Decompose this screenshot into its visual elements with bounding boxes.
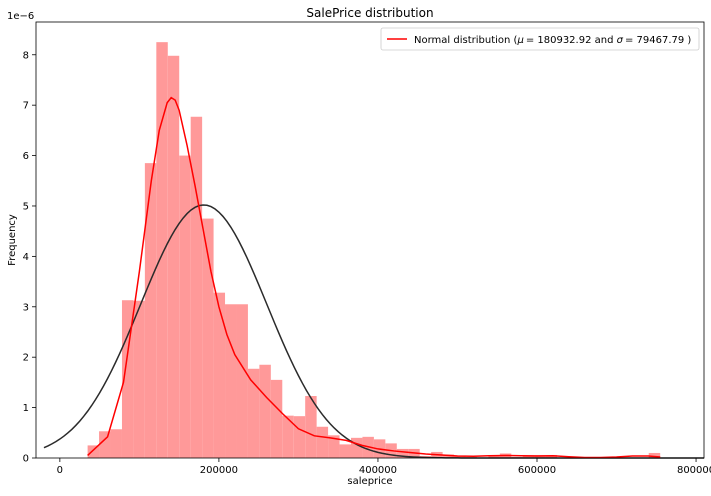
legend-eq1: = — [526, 35, 538, 46]
legend-mid: and — [591, 35, 616, 46]
histogram-bar — [167, 55, 180, 459]
y-tick-label: 8 — [23, 50, 29, 61]
legend-sigma-symbol: σ — [617, 35, 624, 46]
y-tick-label: 5 — [23, 201, 29, 212]
histogram-bar — [202, 218, 214, 458]
legend-sigma-value: 79467.79 — [637, 35, 685, 46]
legend-suffix: ) — [684, 35, 691, 46]
histogram-bar — [247, 368, 260, 458]
legend-eq2: = — [625, 35, 637, 46]
histogram-bar — [270, 379, 283, 458]
axes — [35, 21, 705, 459]
histogram-bar — [236, 304, 248, 458]
histogram-bar — [305, 396, 317, 458]
histogram-bar — [648, 452, 661, 458]
histogram-bar — [442, 454, 455, 458]
plot-frame — [35, 21, 705, 459]
y-tick-label: 4 — [23, 252, 29, 263]
legend-box — [380, 27, 700, 51]
histogram-bar — [396, 448, 409, 458]
histogram-bar — [87, 445, 100, 458]
legend-prefix: Normal distribution ( — [414, 35, 518, 46]
y-tick-label: 0 — [23, 454, 29, 465]
histogram-bar — [316, 426, 329, 458]
histogram-bar — [121, 300, 134, 458]
histogram-bar — [282, 415, 294, 458]
histogram-bar — [179, 155, 191, 458]
legend-mu-value: 180932.92 — [537, 35, 591, 46]
y-tick-label: 2 — [23, 353, 29, 364]
histogram-bar — [99, 431, 111, 458]
x-tick-label: 400000 — [359, 465, 397, 476]
histogram-bar — [328, 435, 340, 458]
legend: Normal distribution (μ = 180932.92 and σ =… — [380, 27, 700, 51]
legend-mu-symbol: μ — [516, 35, 523, 46]
histogram-bar — [339, 444, 351, 458]
y-axis-label: Frequency — [7, 214, 18, 266]
histogram-bar — [156, 42, 168, 458]
histogram-bar — [190, 116, 203, 459]
histogram-bar — [488, 455, 500, 458]
y-tick-label: 1 — [23, 403, 29, 414]
histogram-bar — [213, 292, 226, 458]
histogram-bar — [454, 455, 466, 458]
histogram-bar — [259, 364, 271, 458]
histogram-bar — [350, 437, 363, 458]
kde-curve — [87, 96, 661, 459]
y-tick-label: 6 — [23, 151, 29, 162]
x-axis-label: saleprice — [347, 476, 392, 487]
x-tick-label: 600000 — [518, 465, 556, 476]
histogram-bar — [110, 429, 122, 458]
histogram-bars — [87, 42, 661, 459]
x-tick-label: 200000 — [200, 465, 238, 476]
legend-label: Normal distribution (μ = 180932.92 and σ =… — [414, 35, 691, 46]
histogram-bar — [133, 300, 145, 458]
histogram-bar — [144, 163, 157, 459]
chart-title: SalePrice distribution — [306, 6, 433, 20]
x-tick-label: 0 — [57, 465, 63, 476]
y-axis-ticks: 0 1 2 3 4 5 6 7 8 — [23, 50, 36, 465]
y-tick-label: 7 — [23, 101, 29, 112]
y-axis-multiplier: 1e−6 — [7, 11, 34, 22]
histogram-bar — [225, 304, 237, 458]
y-tick-label: 3 — [23, 302, 29, 313]
histogram-bar — [293, 416, 306, 458]
